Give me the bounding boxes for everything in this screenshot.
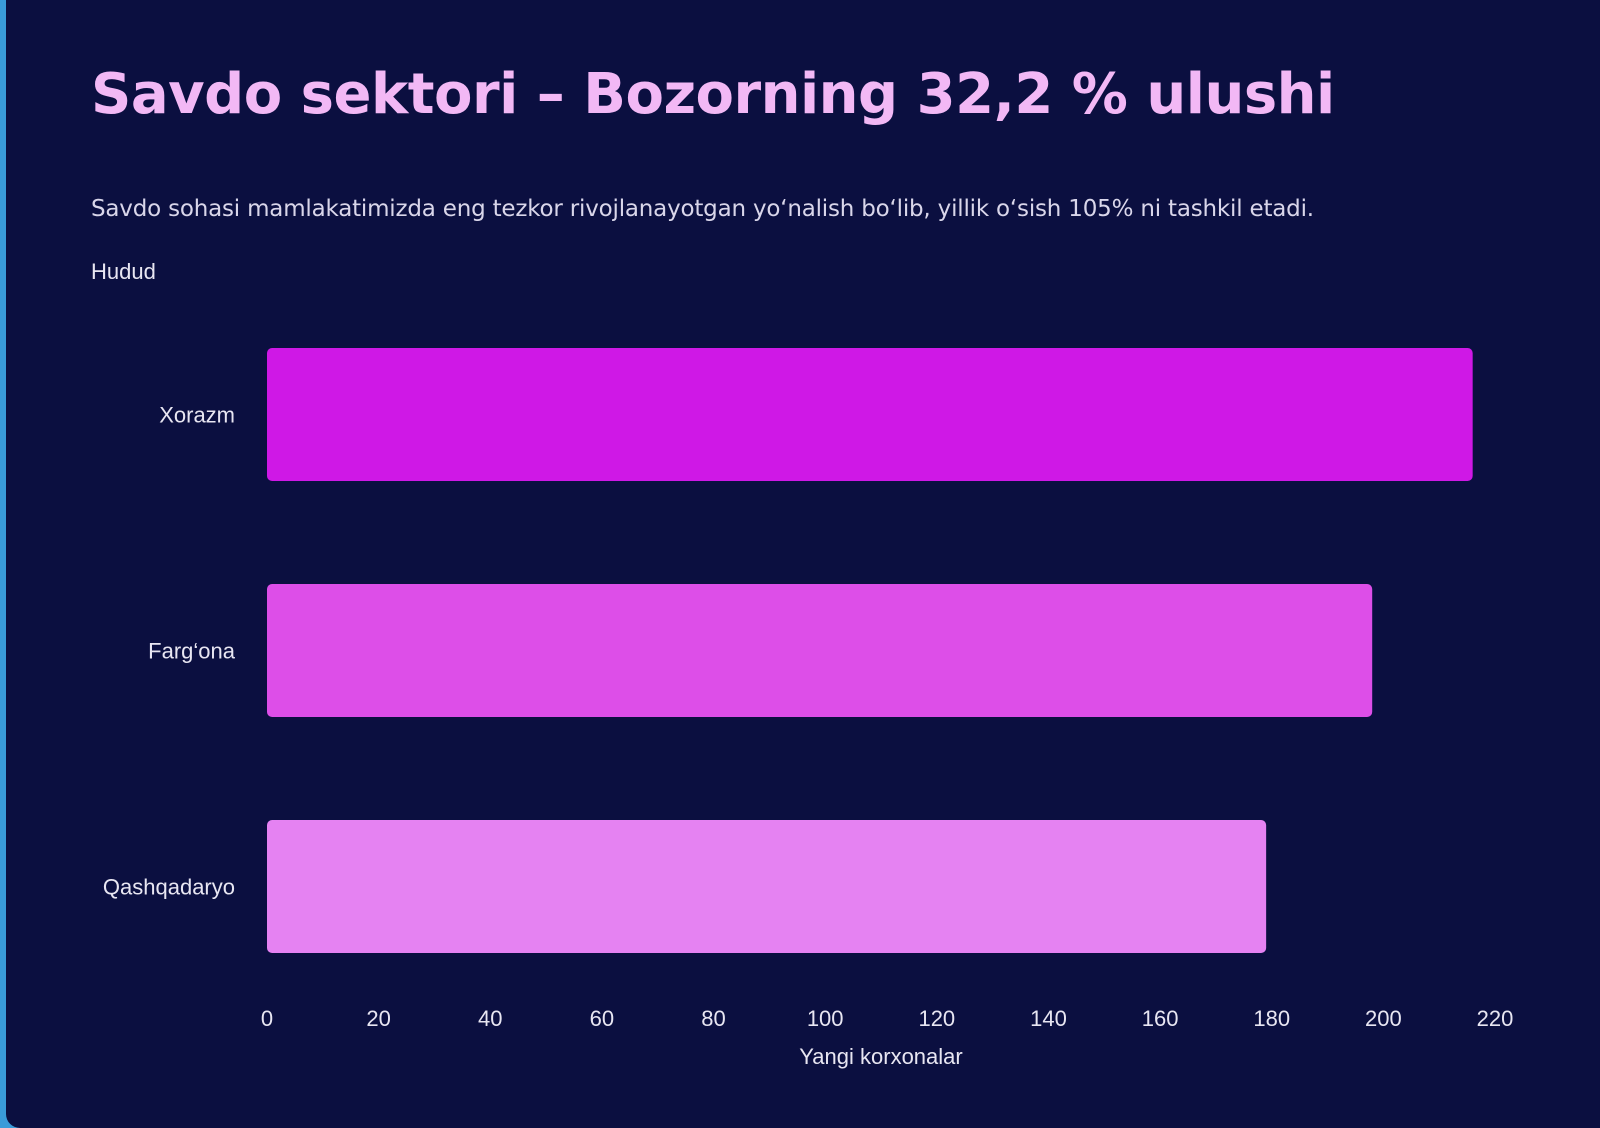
- category-label-1: Farg‘ona: [148, 639, 236, 664]
- x-tick-label: 220: [1477, 1006, 1514, 1031]
- category-label-2: Qashqadaryo: [103, 875, 235, 900]
- x-tick-label: 160: [1142, 1006, 1179, 1031]
- category-label-0: Xorazm: [159, 403, 235, 428]
- chart-title: Savdo sektori – Bozorning 32,2 % ulushi: [91, 62, 1335, 127]
- category-labels: Xorazm Farg‘ona Qashqadaryo: [103, 403, 236, 900]
- x-tick-label: 120: [918, 1006, 955, 1031]
- x-tick-label: 140: [1030, 1006, 1067, 1031]
- bar-1: [267, 584, 1373, 717]
- x-axis-ticks: 0 20 40 60 80 100 120 140 160 180 200 220: [261, 1006, 1513, 1031]
- x-tick-label: 200: [1365, 1006, 1402, 1031]
- bars-group: [267, 348, 1473, 953]
- x-tick-label: 80: [701, 1006, 725, 1031]
- bar-0: [267, 348, 1473, 481]
- x-tick-label: 40: [478, 1006, 502, 1031]
- x-tick-label: 20: [366, 1006, 390, 1031]
- x-axis-title: Yangi korxonalar: [799, 1044, 962, 1069]
- x-tick-label: 60: [590, 1006, 614, 1031]
- x-tick-label: 100: [807, 1006, 844, 1031]
- x-tick-label: 0: [261, 1006, 273, 1031]
- bar-2: [267, 820, 1267, 953]
- y-axis-title: Hudud: [91, 259, 156, 284]
- chart-subtitle: Savdo sohasi mamlakatimizda eng tezkor r…: [91, 196, 1314, 222]
- x-tick-label: 180: [1253, 1006, 1290, 1031]
